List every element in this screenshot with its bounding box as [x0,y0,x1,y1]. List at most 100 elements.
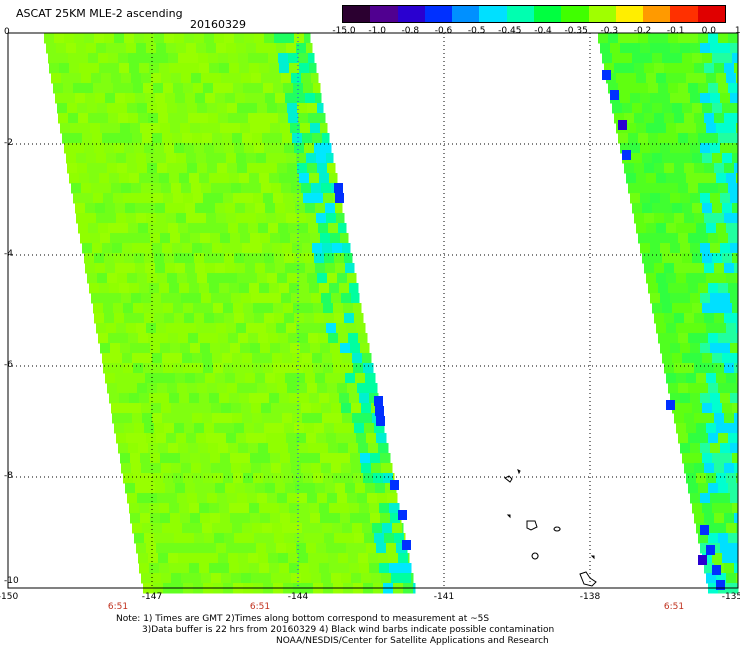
east-swath-cell [692,403,703,414]
east-swath-cell [644,163,655,174]
east-swath-cell [728,433,739,444]
west-swath-cell [329,393,340,404]
west-swath-cell [159,563,170,574]
west-swath-cell [229,393,240,404]
west-swath-cell [174,313,185,324]
east-swath-cell [688,383,699,394]
west-swath-cell [256,213,267,224]
west-swath-cell [348,333,359,344]
east-swath-cell [674,163,685,174]
west-swath-cell [266,433,277,444]
west-swath-cell [172,243,183,254]
west-swath-cell [389,503,400,514]
west-swath-cell [122,243,133,254]
west-swath-cell [186,323,197,334]
east-swath-cell [654,113,665,124]
low-value-cell [375,406,384,416]
west-swath-cell [76,153,87,164]
low-value-cell [390,480,399,490]
east-swath-cell [660,243,671,254]
west-swath-cell [48,53,59,64]
west-swath-cell [306,213,317,224]
east-swath-cell [704,413,715,424]
west-swath-cell [270,343,281,354]
west-swath-cell [311,293,322,304]
west-swath-cell [248,333,259,344]
west-swath-cell [370,453,381,464]
west-swath-cell [188,443,199,454]
west-swath-cell [102,353,113,364]
east-swath-cell [648,283,659,294]
west-swath-cell [135,263,146,274]
east-swath-cell [718,33,729,44]
west-swath-cell [351,573,362,584]
east-swath-cell [736,123,739,134]
west-swath-cell [242,523,253,534]
west-swath-cell [298,443,309,454]
west-swath-cell [205,483,216,494]
west-swath-cell [300,453,311,464]
west-swath-cell [207,383,218,394]
east-swath-cell [600,43,611,54]
east-swath-cell [670,193,681,204]
west-swath-cell [49,63,60,74]
west-swath-cell [344,313,355,324]
west-swath-cell [232,413,243,424]
west-swath-cell [113,303,124,314]
west-swath-cell [96,213,107,224]
west-swath-cell [124,423,135,434]
west-swath-cell [128,113,139,124]
west-swath-cell [241,463,252,474]
west-swath-cell [271,573,282,584]
west-swath-cell [294,143,305,154]
west-swath-cell [293,303,304,314]
west-swath-cell [291,73,302,84]
west-swath-cell [171,573,182,584]
west-swath-cell [239,393,250,404]
west-swath-cell [167,493,178,504]
west-swath-cell [256,433,267,444]
west-swath-cell [350,453,361,464]
west-swath-cell [336,543,347,554]
west-swath-cell [300,123,311,134]
west-swath-cell [201,573,212,584]
west-swath-cell [282,523,293,534]
east-swath-cell [720,443,731,454]
west-swath-cell [96,323,107,334]
east-swath-cell [686,173,697,184]
west-swath-cell [321,573,332,584]
east-swath-cell [678,333,689,344]
west-swath-cell [143,83,154,94]
west-swath-cell [202,413,213,424]
island-outline [579,571,597,587]
west-swath-cell [270,123,281,134]
west-swath-cell [140,233,151,244]
west-swath-cell [82,243,93,254]
east-swath-cell [714,513,725,524]
east-swath-cell [662,303,673,314]
west-swath-cell [338,443,349,454]
east-swath-cell [686,223,697,234]
east-swath-cell [662,53,673,64]
west-swath-cell [281,183,292,194]
east-swath-cell [690,343,701,354]
west-swath-cell [352,413,363,424]
west-swath-cell [97,103,108,114]
west-swath-cell [277,103,288,114]
west-swath-cell [121,463,132,474]
west-swath-cell [341,293,352,304]
west-swath-cell [304,423,315,434]
west-swath-cell [331,573,342,584]
west-swath-cell [210,123,221,134]
west-swath-cell [277,493,288,504]
east-swath-cell [630,93,641,104]
west-swath-cell [292,243,303,254]
west-swath-cell [243,473,254,484]
west-swath-cell [305,483,316,494]
west-swath-cell [324,253,335,264]
west-swath-cell [231,573,242,584]
east-swath-cell [734,263,739,274]
west-swath-cell [87,273,98,284]
west-swath-cell [170,453,181,464]
east-swath-cell [698,133,709,144]
